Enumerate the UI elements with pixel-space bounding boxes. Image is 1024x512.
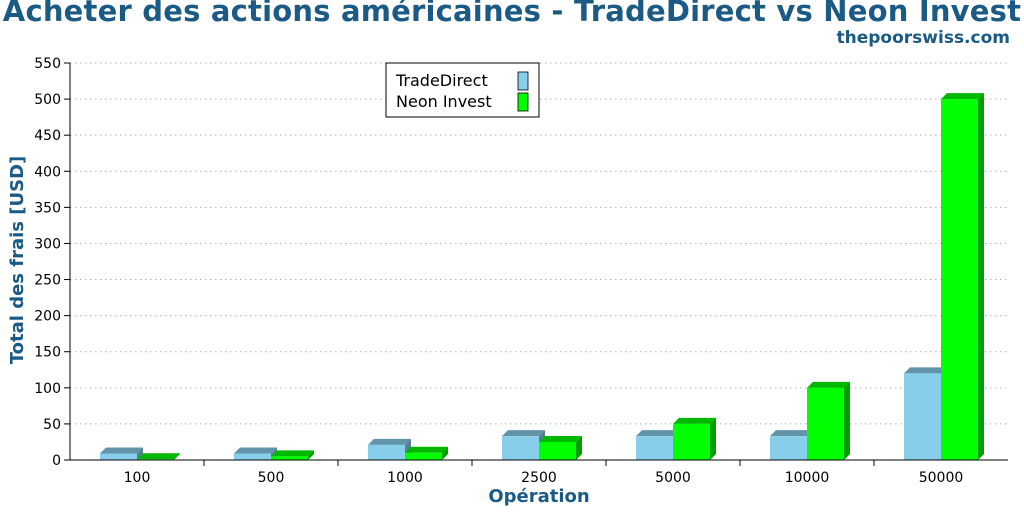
bar-top [368,438,411,445]
bar [368,438,411,460]
bar [502,430,545,460]
bar-front [539,441,576,460]
bar-side [442,446,448,460]
bar-side [844,381,850,460]
y-tick-label: 200 [34,309,61,325]
y-tick-label: 400 [34,164,61,180]
bar [539,435,582,460]
y-axis-title: Total des frais [USD] [7,156,28,365]
bar-side [174,453,180,460]
x-tick-label: 10000 [785,470,830,486]
bar-top [807,381,850,388]
bar-front [271,456,308,460]
bar-front [368,444,405,460]
legend: TradeDirect Neon Invest [385,62,540,118]
bar-side [710,417,716,460]
bar-top [405,446,448,453]
bar-front [807,387,844,460]
bar-front [100,453,137,460]
x-tick-label: 50000 [919,470,964,486]
bar [405,446,448,460]
grid-lines [70,62,1008,425]
bar [234,447,277,460]
bar [100,447,143,460]
bar-front [673,423,710,460]
bar-top [770,430,813,437]
bar-top [673,417,716,424]
bar [904,367,947,460]
bar-top [271,450,314,457]
bar-front [904,373,941,460]
bar [636,430,679,460]
y-tick-label: 100 [34,381,61,397]
bar-side [137,447,143,460]
tick-labels: 0 50 100 150 200 250 300 350 400 450 500 550 100 500 1… [34,56,963,486]
y-tick-label: 550 [34,56,61,72]
legend-box [385,62,540,118]
x-axis-title: Opération [488,486,589,507]
chart-title: Acheter des actions américaines - TradeD… [2,0,1022,28]
bar-front [502,436,539,460]
chart-subtitle: thepoorswiss.com [836,28,1011,48]
bar-top [636,430,679,437]
y-tick-label: 350 [34,200,61,216]
bar-top [137,453,180,460]
bar-front [636,436,673,460]
x-tick-label: 100 [124,470,151,486]
x-tick-label: 500 [258,470,285,486]
x-tick-label: 1000 [387,470,423,486]
y-tick-label: 250 [34,273,61,289]
bar-top [941,93,984,100]
y-tick-label: 50 [43,417,61,433]
bar [770,430,813,460]
y-tick-label: 0 [52,453,61,469]
y-tick-label: 500 [34,92,61,108]
bar-side [978,93,984,460]
y-tick-label: 150 [34,345,61,361]
bars [100,93,984,460]
legend-label: TradeDirect [395,71,488,90]
legend-label: Neon Invest [396,92,492,111]
bar-top [234,447,277,454]
bar [137,453,180,460]
bar-front [405,452,442,460]
bar-front [770,436,807,460]
bar-top [100,447,143,454]
bar-top [502,430,545,437]
bar [941,93,984,460]
axes [64,62,1008,466]
bar-top [904,367,947,374]
legend-swatch [517,92,529,112]
bar [673,417,716,460]
bar-front [234,453,271,460]
bar-top [539,435,582,442]
bar-front [941,99,978,460]
x-tick-label: 5000 [655,470,691,486]
y-tick-label: 300 [34,236,61,252]
x-tick-label: 2500 [521,470,557,486]
y-tick-label: 450 [34,128,61,144]
bar-side [308,450,314,460]
bar [271,450,314,460]
bar [807,381,850,460]
bar-side [576,435,582,460]
legend-swatch [517,71,529,91]
